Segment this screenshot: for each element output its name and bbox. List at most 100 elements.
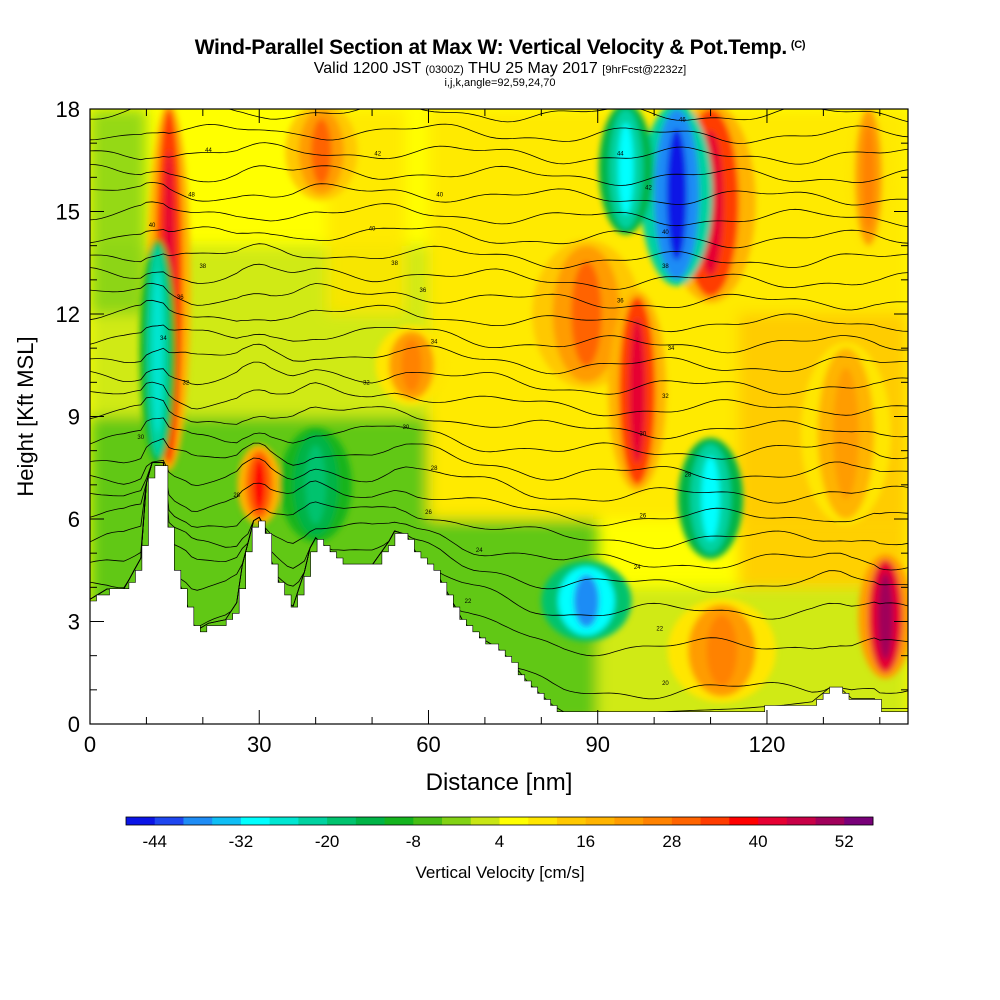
isotherm-line — [90, 109, 908, 123]
downdraft-peak — [573, 574, 600, 628]
isotherm-label: 24 — [634, 565, 641, 571]
isotherm-label: 24 — [476, 548, 483, 554]
colorbar-tick-label: -44 — [142, 832, 167, 851]
isotherm-label: 34 — [431, 339, 438, 345]
isotherm-line — [90, 243, 908, 270]
x-tick-label: 90 — [585, 732, 609, 757]
colorbar-swatch — [499, 817, 529, 825]
forecast-info: [9hrFcst@2232z] — [602, 64, 687, 76]
colorbar-tick-label: 16 — [576, 832, 595, 851]
updraft-peak — [629, 318, 646, 464]
isotherm-label: 36 — [177, 295, 184, 301]
isotherm-line — [90, 462, 908, 527]
isotherm-label: 32 — [183, 380, 190, 386]
isotherm-line — [90, 343, 908, 375]
isotherm-label: 42 — [645, 186, 652, 192]
y-tick-label: 9 — [68, 405, 80, 430]
isotherm-label: 36 — [419, 288, 426, 294]
colorbar-tick-label: 4 — [495, 832, 504, 851]
colorbar-swatch — [815, 817, 845, 825]
valid-utc: (0300Z) — [425, 64, 464, 76]
field-features — [139, 109, 908, 703]
valid-date: THU 25 May 2017 — [467, 60, 598, 77]
y-tick-label: 0 — [68, 712, 80, 737]
isotherm-line — [90, 462, 908, 657]
isotherm-label: 34 — [160, 336, 167, 342]
x-axis-label: Distance [nm] — [426, 769, 573, 796]
isotherm-line — [90, 201, 908, 228]
downdraft-peak — [701, 456, 720, 541]
downdraft-peak — [152, 270, 163, 434]
downdraft-peak — [305, 445, 326, 525]
isotherm-label: 26 — [425, 510, 432, 516]
chart-subtitle: Valid 1200 JST (0300Z) THU 25 May 2017 [… — [0, 60, 1000, 78]
isotherm-line — [90, 123, 908, 144]
isotherm-label: 22 — [465, 599, 472, 605]
isotherm-line — [90, 361, 908, 395]
y-axis-label: Height [Kft MSL] — [13, 336, 38, 496]
colorbar-swatch — [355, 817, 385, 825]
isotherm-line — [90, 282, 908, 311]
updraft-peak — [311, 118, 332, 185]
isotherm-label: 30 — [137, 435, 144, 441]
colorbar: -44 -32 -20 -8 4 16 28 40 52 — [125, 816, 874, 851]
isotherm-line — [90, 462, 908, 571]
isotherm-label: 28 — [685, 473, 692, 479]
isotherm-label: 32 — [662, 394, 669, 400]
isotherm-line — [90, 142, 908, 165]
colorbar-swatch — [384, 817, 414, 825]
isotherm-label: 40 — [436, 192, 443, 198]
y-tick-label: 6 — [68, 507, 80, 532]
colorbar-tick-label: 28 — [662, 832, 681, 851]
isotherm-line — [90, 164, 908, 186]
colorbar-label: Vertical Velocity [cm/s] — [415, 863, 585, 882]
colorbar-swatch — [844, 817, 874, 825]
isotherm-label: 38 — [391, 261, 398, 267]
colorbar-swatch — [413, 817, 443, 825]
isotherm-label: 20 — [662, 681, 669, 687]
isotherm-line — [90, 299, 908, 333]
chart-title-text: Wind-Parallel Section at Max W: Vertical… — [194, 36, 788, 59]
colorbar-swatch — [154, 817, 184, 825]
updraft-peak — [706, 615, 738, 687]
x-tick-label: 120 — [749, 732, 786, 757]
colorbar-swatch — [470, 817, 500, 825]
x-tick-label: 0 — [84, 732, 96, 757]
y-tick-label: 18 — [56, 97, 80, 122]
colorbar-swatch — [614, 817, 644, 825]
isotherm-line — [90, 438, 908, 481]
isotherm-label: 46 — [679, 117, 686, 123]
colorbar-swatch — [671, 817, 702, 825]
colorbar-frame — [125, 816, 874, 826]
colorbar-swatch — [442, 817, 472, 825]
isotherm-line — [90, 462, 908, 593]
isotherm-label: 28 — [431, 466, 438, 472]
colorbar-swatch — [729, 817, 759, 825]
isotherm-line — [90, 417, 908, 460]
y-tick-label: 3 — [68, 610, 80, 635]
colorbar-tick-label: 52 — [835, 832, 854, 851]
isotherm-label: 48 — [188, 192, 195, 198]
isotherm-label: 40 — [149, 223, 156, 229]
updraft-peak — [862, 124, 875, 230]
isotherm-label: 40 — [369, 227, 376, 233]
colorbar-tick-label: -32 — [229, 832, 254, 851]
colorbar-swatch — [212, 817, 242, 825]
isotherm-line — [90, 226, 908, 249]
valid-time: Valid 1200 JST — [313, 60, 421, 77]
isotherm-label: 44 — [617, 151, 624, 157]
colorbar-swatch — [269, 817, 299, 825]
isotherm-label: 38 — [199, 264, 206, 270]
x-tick-label: 30 — [247, 732, 271, 757]
terrain — [90, 465, 908, 724]
colorbar-swatch — [758, 817, 788, 825]
colorbar-swatch — [585, 817, 615, 825]
isotherm-label: 42 — [374, 151, 381, 157]
colorbar-swatch — [240, 817, 271, 825]
colorbar-tick-label: 40 — [749, 832, 768, 851]
isotherm-line — [90, 462, 908, 549]
updraft-peak — [571, 261, 602, 367]
isotherm-label: 30 — [403, 425, 410, 431]
